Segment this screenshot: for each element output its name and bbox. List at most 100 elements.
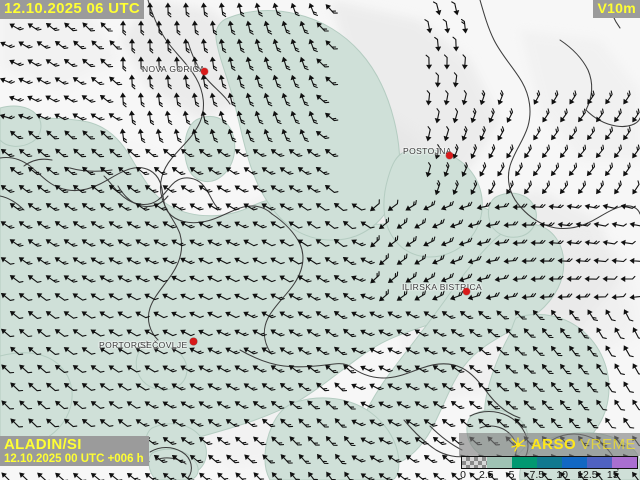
wind-arrow bbox=[334, 382, 348, 392]
wind-arrow bbox=[281, 128, 291, 143]
wind-arrow bbox=[63, 166, 78, 176]
legend-colorbar bbox=[461, 456, 638, 469]
wind-arrow bbox=[17, 113, 33, 120]
wind-arrow bbox=[90, 184, 105, 193]
wind-arrow bbox=[512, 239, 528, 247]
wind-arrow bbox=[575, 293, 591, 301]
wind-arrow bbox=[459, 346, 474, 355]
wind-arrow bbox=[441, 311, 456, 319]
wind-arrow bbox=[200, 2, 208, 18]
wind-arrow bbox=[523, 400, 536, 410]
wind-arrow bbox=[611, 221, 627, 228]
wind-arrow bbox=[209, 92, 218, 107]
wind-arrow bbox=[119, 20, 127, 36]
wind-arrow bbox=[99, 94, 114, 103]
wind-arrow bbox=[450, 365, 465, 373]
wind-arrow bbox=[605, 345, 616, 357]
wind-arrow bbox=[604, 162, 613, 177]
wind-arrow bbox=[551, 90, 559, 105]
wind-arrow bbox=[279, 347, 294, 355]
wind-arrow bbox=[566, 203, 582, 210]
wind-arrow bbox=[36, 221, 51, 229]
wind-arrow bbox=[0, 328, 15, 338]
wind-arrow bbox=[263, 92, 273, 107]
wind-arrow bbox=[306, 364, 321, 373]
wind-arrow bbox=[198, 329, 213, 337]
wind-arrow bbox=[299, 92, 309, 107]
wind-arrow bbox=[316, 22, 329, 32]
wind-arrow bbox=[387, 235, 399, 247]
wind-arrow bbox=[63, 203, 78, 211]
wind-arrow bbox=[297, 275, 312, 283]
arso-vreme-logo: ARSO VREME bbox=[459, 433, 640, 456]
wind-arrow bbox=[173, 56, 181, 72]
wind-arrow bbox=[37, 148, 51, 158]
wind-arrow bbox=[153, 203, 168, 211]
wind-arrow bbox=[557, 257, 573, 264]
wind-arrow bbox=[506, 108, 514, 123]
wind-arrow bbox=[315, 203, 330, 211]
wind-arrow bbox=[333, 346, 348, 356]
wind-arrow bbox=[566, 239, 582, 246]
wind-arrow bbox=[209, 56, 218, 72]
legend-tick-0: 0 bbox=[460, 469, 466, 480]
wind-arrow bbox=[108, 329, 123, 337]
wind-arrow bbox=[351, 383, 366, 391]
wind-arrow bbox=[468, 400, 483, 410]
wind-arrow bbox=[488, 108, 495, 123]
wind-arrow bbox=[252, 257, 267, 265]
wind-arrow bbox=[584, 275, 600, 282]
wind-arrow bbox=[289, 471, 300, 480]
wind-arrow bbox=[173, 20, 181, 36]
wind-arrow bbox=[36, 293, 51, 301]
wind-arrow bbox=[216, 148, 231, 157]
wind-arrow bbox=[100, 130, 114, 140]
wind-arrow bbox=[90, 221, 105, 229]
wind-arrow bbox=[261, 311, 276, 319]
wind-arrow bbox=[325, 4, 338, 14]
wind-arrow bbox=[126, 257, 141, 265]
wind-arrow bbox=[198, 257, 213, 265]
wind-arrow bbox=[587, 90, 595, 105]
wind-arrow bbox=[198, 365, 213, 373]
wind-arrow bbox=[459, 310, 474, 319]
wind-arrow bbox=[0, 113, 15, 120]
wind-arrow bbox=[117, 203, 132, 211]
wind-arrow bbox=[227, 56, 236, 71]
wind-arrow bbox=[632, 144, 640, 159]
wind-arrow bbox=[236, 2, 245, 17]
wind-arrow bbox=[351, 239, 366, 247]
wind-arrow bbox=[45, 311, 60, 319]
wind-arrow bbox=[189, 167, 204, 175]
wind-arrow bbox=[109, 76, 123, 86]
wind-arrow bbox=[261, 275, 276, 283]
wind-arrow bbox=[623, 90, 631, 105]
wind-arrow bbox=[316, 94, 330, 104]
wind-arrow bbox=[9, 59, 24, 67]
wind-arrow bbox=[532, 345, 545, 356]
wind-arrow bbox=[81, 347, 96, 355]
wind-arrow bbox=[270, 365, 285, 373]
wind-arrow bbox=[324, 112, 339, 122]
wind-arrow bbox=[254, 74, 264, 89]
legend: ARSO VREME 0 2.5 5 7.5 10 12.5 15 bbox=[459, 433, 640, 480]
wind-arrow bbox=[263, 56, 273, 71]
wind-arrow bbox=[90, 76, 105, 86]
wind-arrow bbox=[81, 239, 96, 247]
wind-arrow bbox=[117, 275, 132, 283]
wind-arrow bbox=[272, 110, 282, 125]
wind-arrow bbox=[468, 364, 483, 374]
wind-arrow bbox=[54, 329, 69, 337]
wind-arrow bbox=[145, 148, 159, 158]
wind-arrow bbox=[443, 90, 450, 106]
wind-arrow bbox=[559, 144, 569, 159]
wind-arrow bbox=[288, 221, 303, 229]
wind-arrow bbox=[315, 239, 330, 247]
wind-arrow bbox=[263, 20, 273, 35]
wind-arrow bbox=[387, 455, 402, 463]
wind-arrow bbox=[182, 110, 191, 125]
wind-arrow bbox=[550, 417, 563, 429]
wind-arrow bbox=[424, 19, 433, 34]
wind-arrow bbox=[225, 383, 240, 391]
